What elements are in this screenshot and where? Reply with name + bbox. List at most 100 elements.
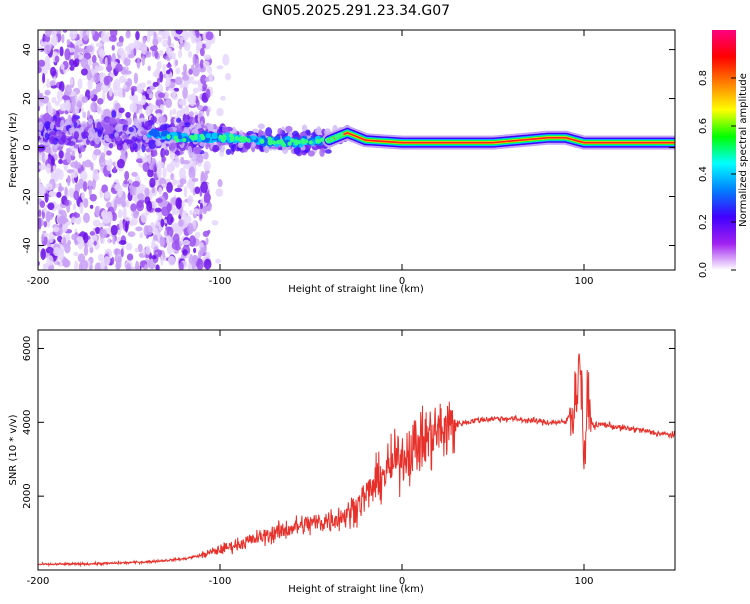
noise-blob — [151, 149, 158, 157]
noise-blob — [41, 233, 45, 242]
noise-blob — [85, 30, 90, 36]
noise-blob — [111, 44, 115, 51]
noise-blob — [145, 245, 151, 256]
y-tick-label: 6000 — [22, 336, 33, 361]
noise-blob — [56, 203, 61, 211]
x-tick-label: 100 — [574, 576, 593, 587]
noise-blob — [117, 248, 121, 255]
noise-blob — [38, 183, 45, 196]
noise-blob — [112, 91, 121, 97]
noise-blob — [220, 95, 226, 101]
band-blob — [192, 146, 201, 155]
x-tick-label: 100 — [574, 276, 593, 287]
band-blob — [148, 139, 157, 150]
noise-blob — [43, 44, 51, 55]
ridge-blob — [161, 130, 168, 137]
noise-blob — [217, 179, 223, 188]
noise-blob — [74, 260, 79, 270]
noise-blob — [191, 177, 199, 182]
noise-blob — [45, 30, 52, 38]
noise-blob — [113, 166, 117, 174]
noise-blob — [172, 179, 180, 185]
noise-blob — [170, 159, 176, 172]
noise-blob — [135, 158, 144, 164]
noise-blob — [106, 150, 112, 156]
ridge-highlight — [337, 133, 342, 138]
ridge-highlight — [271, 140, 277, 145]
noise-blob — [51, 30, 58, 37]
noise-blob — [165, 81, 170, 88]
noise-blob — [163, 199, 168, 208]
noise-blob — [48, 236, 54, 244]
ridge-highlight — [267, 136, 272, 141]
noise-blob — [136, 83, 144, 94]
snr-panel: -200 -100 0 100 2000 4000 6000 Height of strai… — [8, 329, 676, 595]
noise-blob — [166, 203, 173, 212]
noise-blob — [83, 212, 90, 224]
colorbar-ticks: 0.0 0.2 0.4 0.6 0.8 — [698, 70, 736, 278]
noise-blob — [90, 101, 98, 113]
noise-blob — [41, 96, 49, 104]
noise-blob — [103, 256, 111, 266]
noise-blob — [207, 229, 211, 234]
noise-blob — [203, 244, 207, 254]
noise-blob — [153, 230, 160, 235]
noise-blob — [191, 93, 197, 102]
noise-blob — [182, 159, 190, 165]
noise-blob — [117, 47, 125, 56]
band-blob — [79, 145, 86, 153]
band-blob — [257, 123, 265, 130]
band-blob — [89, 140, 95, 147]
noise-blob — [192, 66, 200, 77]
noise-blob — [52, 226, 60, 233]
snr-ticks: -200 -100 0 100 2000 4000 6000 — [22, 330, 675, 587]
noise-blob — [117, 87, 124, 94]
noise-blob — [69, 65, 75, 71]
noise-blob — [175, 67, 181, 75]
noise-blob — [87, 110, 91, 119]
noise-blob — [118, 239, 127, 246]
noise-blob — [54, 100, 60, 107]
noise-blob — [106, 31, 110, 42]
band-blob — [169, 142, 177, 149]
noise-blob — [162, 167, 167, 178]
noise-blob — [146, 31, 151, 43]
noise-blob — [89, 231, 96, 236]
band-blob — [46, 114, 53, 124]
noise-blob — [65, 99, 71, 112]
ridge-blob — [196, 136, 203, 143]
band-blob — [123, 123, 128, 132]
noise-blob — [97, 97, 104, 105]
noise-blob — [58, 186, 65, 192]
noise-blob — [58, 150, 64, 159]
band-blob — [82, 111, 87, 119]
band-blob — [80, 131, 89, 138]
noise-blob — [161, 237, 166, 247]
noise-blob — [64, 186, 68, 197]
noise-blob — [106, 163, 112, 172]
noise-blob — [157, 252, 162, 257]
noise-blob — [194, 111, 198, 116]
noise-blob — [151, 187, 156, 194]
band-blob — [61, 134, 67, 143]
noise-blob — [182, 86, 188, 99]
band-blob — [121, 134, 130, 140]
noise-blob — [125, 263, 132, 270]
noise-blob — [182, 63, 188, 73]
noise-blob — [98, 155, 105, 164]
noise-blob — [135, 226, 143, 232]
noise-blob — [57, 215, 66, 225]
noise-blob — [38, 89, 41, 97]
noise-blob — [124, 70, 132, 75]
ridge-highlight — [329, 137, 335, 142]
band-blob — [87, 118, 94, 125]
noise-blob — [104, 57, 108, 68]
noise-blob — [206, 66, 213, 74]
noise-blob — [159, 71, 164, 83]
noise-blob — [118, 35, 124, 44]
noise-blob — [79, 201, 84, 214]
band-blob — [103, 134, 110, 141]
noise-blob — [122, 86, 126, 98]
noise-blob — [126, 199, 130, 208]
